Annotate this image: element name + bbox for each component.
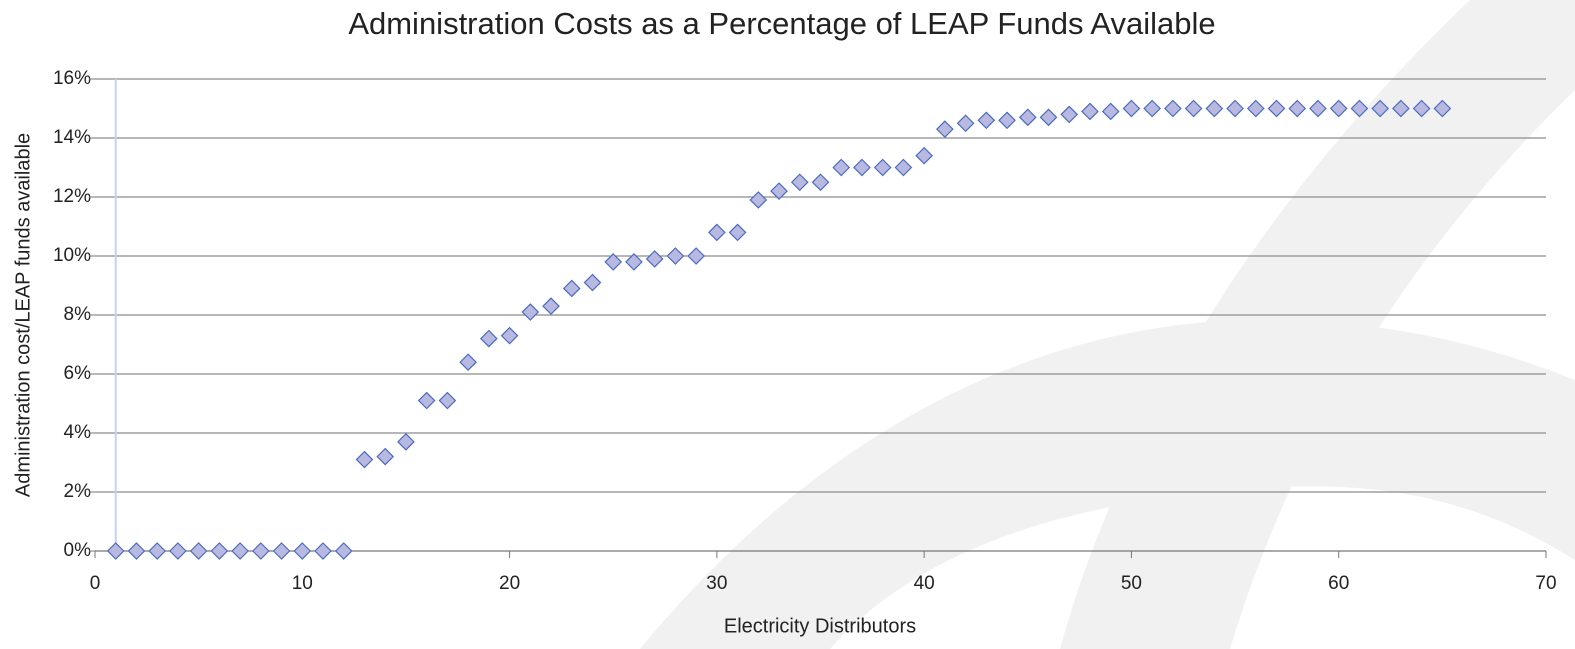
- marker: [708, 223, 726, 242]
- marker: [106, 542, 125, 560]
- marker: [210, 542, 229, 560]
- y-tick-label: 6%: [64, 363, 92, 384]
- marker: [1122, 99, 1141, 118]
- marker: [1060, 105, 1079, 124]
- marker: [376, 447, 395, 466]
- x-tick-label: 0: [90, 573, 101, 594]
- marker: [1412, 99, 1431, 118]
- marker: [583, 273, 602, 292]
- marker: [1329, 99, 1348, 118]
- marker: [977, 111, 996, 130]
- marker: [936, 120, 954, 138]
- marker: [853, 158, 871, 177]
- marker: [459, 353, 477, 372]
- marker: [231, 542, 249, 560]
- y-tick-label: 8%: [64, 304, 92, 325]
- marker: [438, 391, 457, 410]
- marker: [314, 542, 332, 560]
- marker: [272, 542, 291, 560]
- x-tick-label: 30: [706, 573, 727, 594]
- x-tick-label: 60: [1328, 573, 1349, 594]
- x-tick-label: 40: [914, 573, 935, 594]
- marker: [666, 247, 685, 265]
- marker: [1350, 99, 1369, 118]
- x-tick-label: 10: [292, 573, 313, 594]
- marker: [770, 182, 788, 200]
- y-tick-label: 14%: [53, 127, 91, 148]
- marker: [728, 223, 747, 242]
- marker: [998, 111, 1016, 130]
- marker: [749, 191, 768, 209]
- marker: [293, 542, 312, 560]
- x-axis-label: Electricity Distributors: [724, 615, 916, 637]
- marker: [251, 542, 270, 560]
- y-tick-label: 10%: [53, 245, 91, 266]
- y-tick-label: 4%: [64, 422, 92, 443]
- watermark: [640, 0, 1575, 649]
- marker: [1226, 99, 1244, 118]
- y-tick-label: 16%: [53, 68, 91, 89]
- marker: [1309, 99, 1327, 118]
- marker: [811, 173, 830, 192]
- y-tick-label: 2%: [64, 481, 92, 502]
- x-tick-label: 70: [1535, 573, 1556, 594]
- marker: [169, 542, 187, 560]
- marker: [832, 158, 851, 177]
- marker: [1288, 99, 1307, 118]
- y-tick-label: 12%: [53, 186, 91, 207]
- marker: [1018, 108, 1037, 127]
- marker: [687, 247, 705, 265]
- y-tick-label: 0%: [64, 540, 92, 561]
- marker: [148, 542, 167, 560]
- marker: [1184, 99, 1203, 118]
- marker: [1433, 99, 1452, 118]
- marker: [521, 303, 540, 321]
- marker: [500, 326, 519, 345]
- marker: [479, 329, 498, 348]
- marker: [355, 450, 374, 469]
- marker: [1143, 99, 1162, 118]
- marker: [1101, 102, 1120, 121]
- marker: [956, 114, 975, 133]
- marker: [1081, 102, 1099, 121]
- marker: [645, 250, 664, 268]
- marker: [1039, 108, 1058, 127]
- marker: [1246, 99, 1265, 118]
- marker: [334, 542, 353, 560]
- marker: [562, 279, 581, 298]
- x-tick-label: 20: [499, 573, 520, 594]
- marker: [1267, 99, 1286, 118]
- marker: [915, 146, 933, 165]
- marker: [604, 253, 623, 271]
- marker: [625, 253, 643, 271]
- marker: [189, 542, 208, 560]
- marker: [1205, 99, 1224, 118]
- marker: [542, 297, 560, 315]
- x-tick-label: 50: [1121, 573, 1142, 594]
- chart-title: Administration Costs as a Percentage of …: [348, 6, 1215, 41]
- marker: [397, 433, 415, 451]
- y-axis-label: Administration cost/LEAP funds available: [12, 133, 34, 497]
- marker: [1164, 99, 1182, 118]
- marker: [417, 391, 436, 410]
- marker: [1371, 99, 1390, 118]
- marker: [894, 158, 913, 177]
- marker: [127, 542, 146, 560]
- marker: [1392, 99, 1410, 118]
- marker: [873, 158, 892, 177]
- marker: [790, 173, 809, 192]
